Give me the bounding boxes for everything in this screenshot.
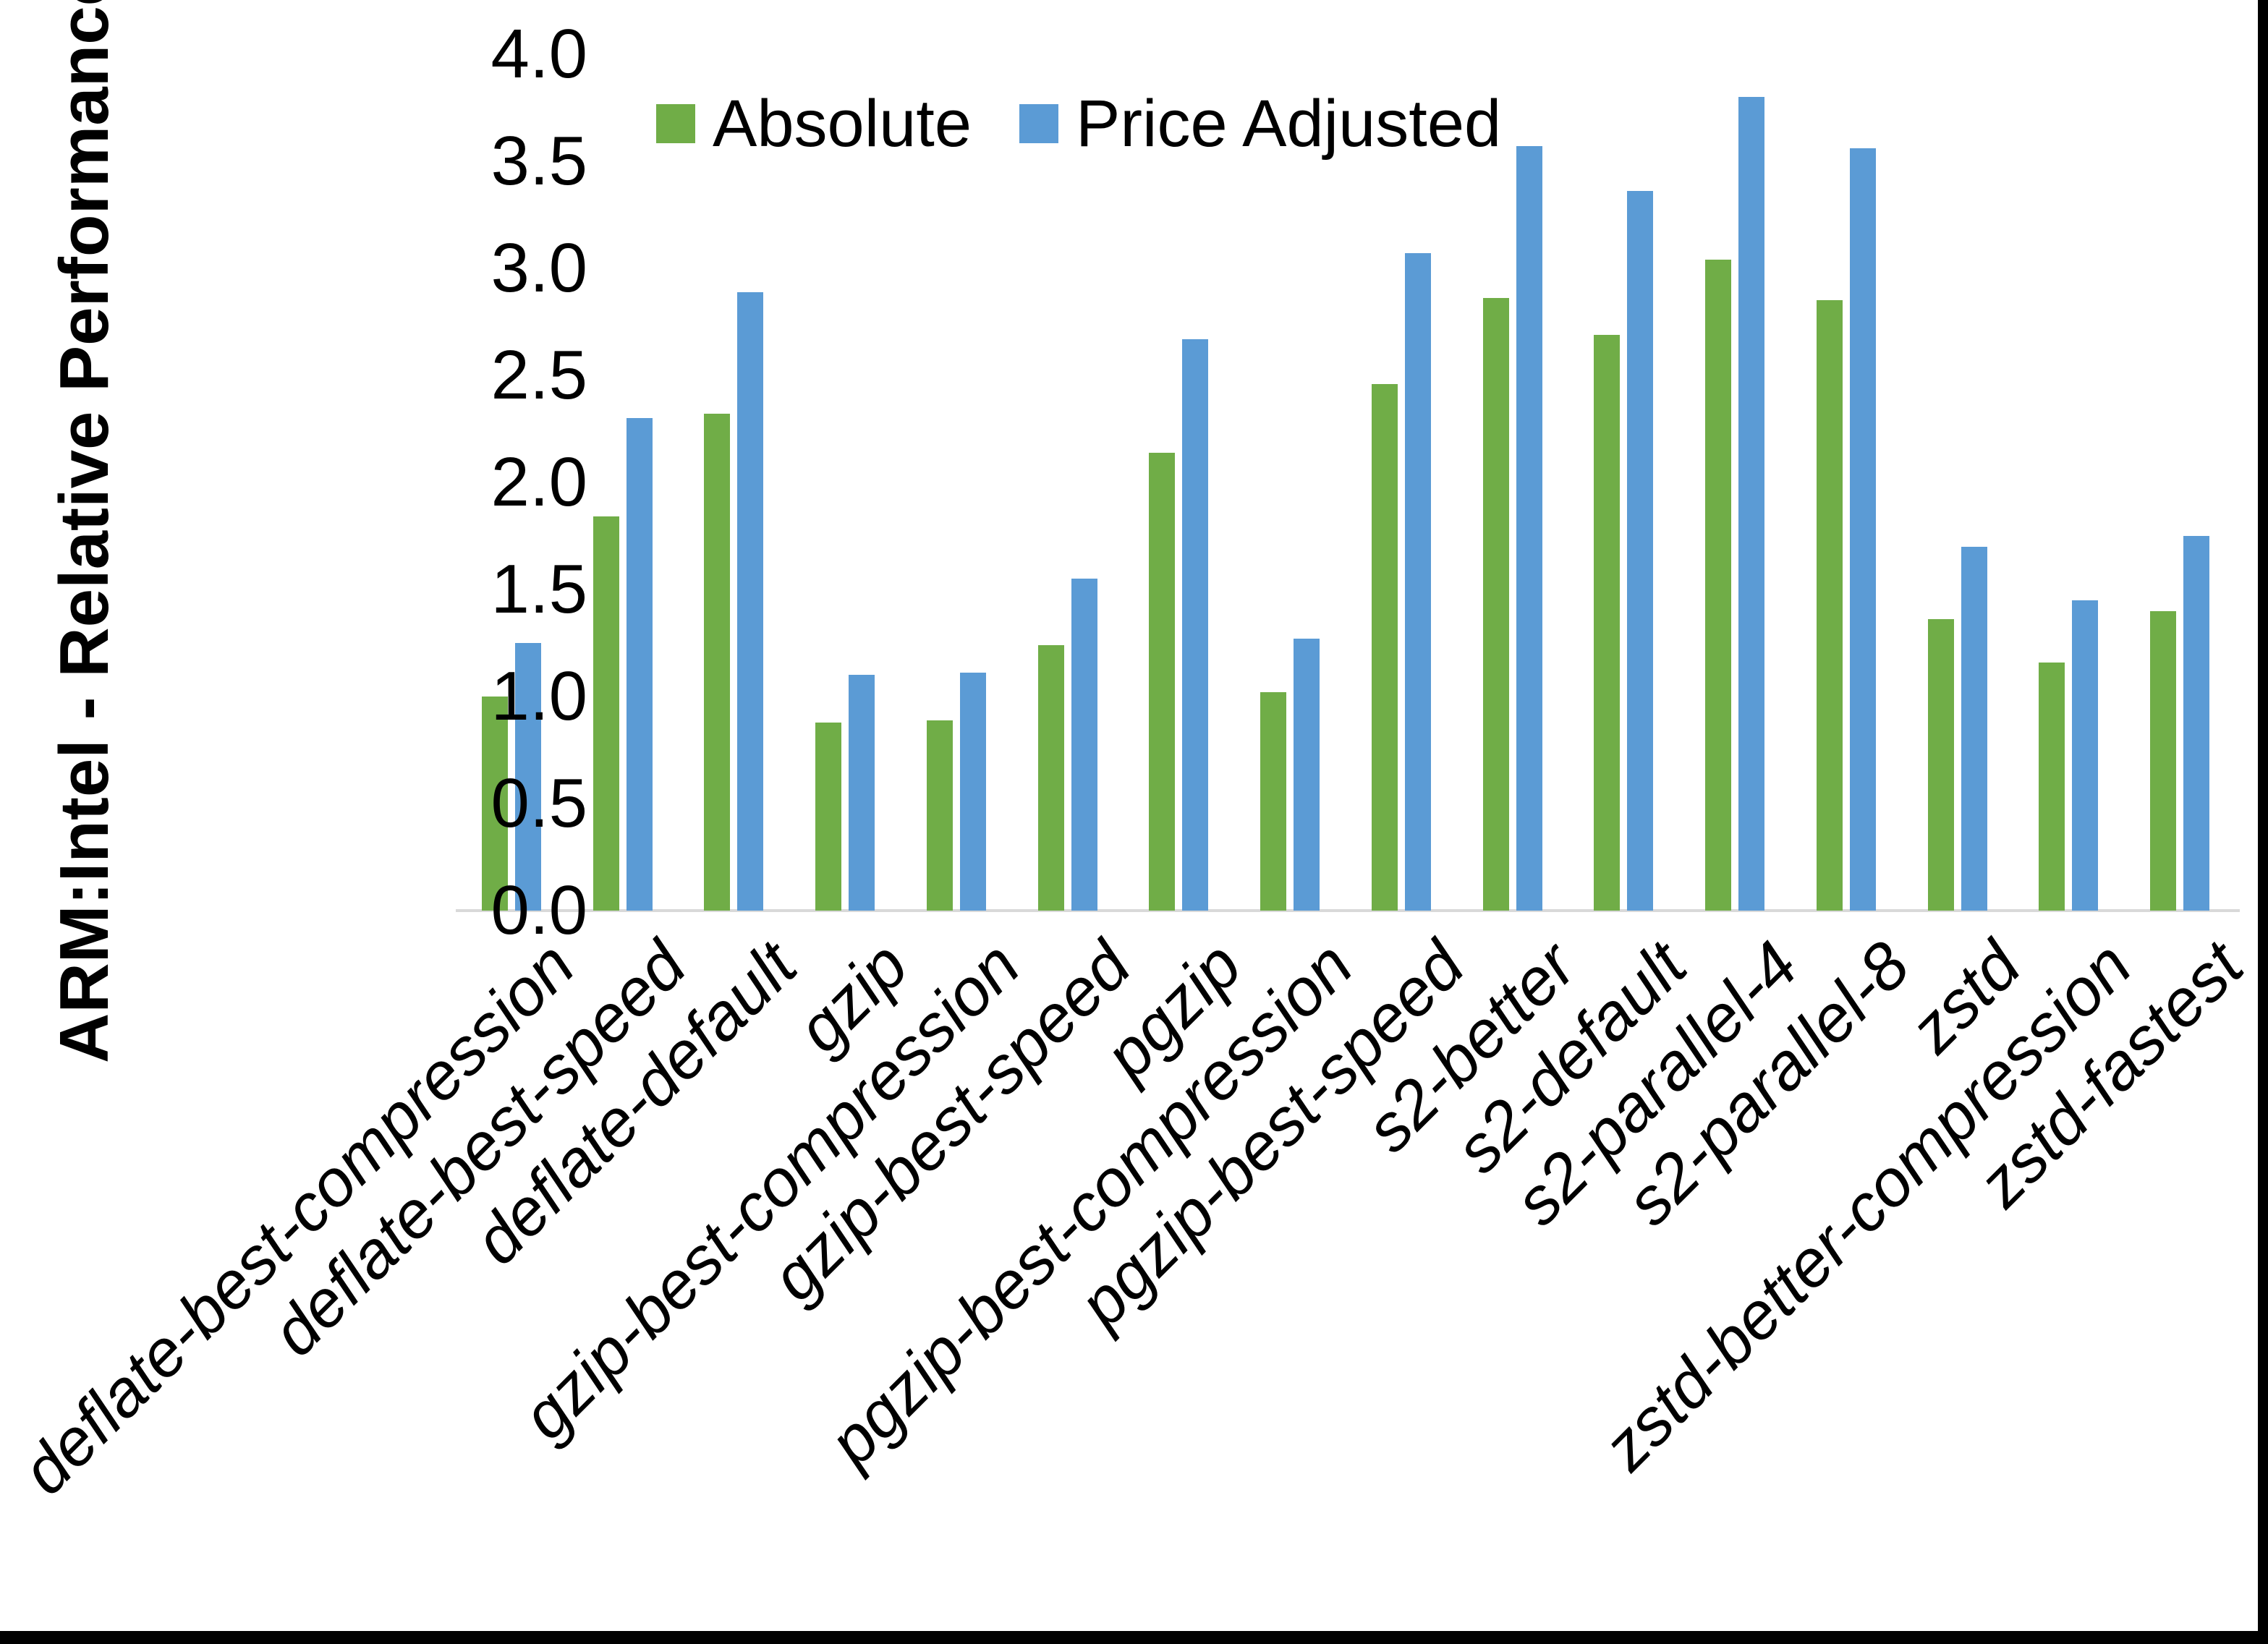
bar-price-adjusted-s2-parallel-4: [1738, 97, 1765, 911]
bar-group-deflate-default: [679, 292, 790, 911]
y-axis-title: ARM:Intel - Relative Performance: [46, 0, 123, 1063]
legend-swatch-icon: [656, 104, 695, 143]
y-axis-tick-label-2.0: 2.0: [490, 443, 587, 521]
bar-group-gzip-best-speed: [1012, 579, 1124, 911]
bar-group-zstd: [1902, 547, 2013, 911]
bar-absolute-gzip: [815, 723, 842, 911]
bar-absolute-zstd-fastest: [2150, 611, 2177, 911]
legend-swatch-icon: [1019, 104, 1059, 143]
bar-group-s2-parallel-8: [1791, 148, 1902, 911]
bar-group-deflate-best-speed: [567, 418, 679, 911]
bar-absolute-deflate-best-speed: [593, 516, 619, 911]
bar-absolute-pgzip: [1149, 453, 1176, 911]
y-axis-tick-label-4.0: 4.0: [490, 15, 587, 93]
bar-price-adjusted-gzip-best-compression: [959, 673, 986, 911]
bar-absolute-pgzip-best-compression: [1260, 692, 1287, 911]
bar-price-adjusted-pgzip: [1182, 339, 1209, 911]
bar-group-pgzip: [1124, 339, 1235, 911]
frame-border-bottom: [0, 1631, 2268, 1644]
legend: Absolute Price Adjusted: [656, 89, 1501, 158]
legend-label: Price Adjusted: [1076, 87, 1502, 161]
bar-price-adjusted-s2-default: [1627, 191, 1654, 911]
bar-price-adjusted-s2-parallel-8: [1849, 148, 1876, 911]
bar-absolute-pgzip-best-speed: [1371, 384, 1398, 911]
y-axis-tick-label-1.0: 1.0: [490, 657, 587, 735]
bar-group-s2-parallel-4: [1679, 97, 1791, 911]
bar-absolute-s2-parallel-8: [1816, 300, 1843, 911]
bar-absolute-deflate-default: [704, 414, 731, 911]
bar-price-adjusted-deflate-best-speed: [626, 418, 653, 911]
bar-group-gzip: [789, 675, 901, 911]
bar-price-adjusted-deflate-best-compression: [514, 643, 541, 911]
bar-absolute-s2-better: [1482, 298, 1509, 911]
y-axis-tick-label-1.5: 1.5: [490, 550, 587, 628]
bar-absolute-zstd: [1927, 619, 1954, 911]
bar-group-pgzip-best-compression: [1234, 639, 1346, 911]
bar-absolute-s2-parallel-4: [1705, 260, 1732, 911]
bar-price-adjusted-zstd: [1961, 547, 1987, 911]
bar-absolute-gzip-best-speed: [1037, 645, 1064, 911]
plot-area: [456, 54, 2235, 911]
x-axis-line: [456, 909, 2240, 912]
bar-group-zstd-fastest: [2124, 536, 2235, 911]
bar-group-s2-default: [1568, 191, 1680, 911]
y-axis-tick-label-0.5: 0.5: [490, 764, 587, 842]
bar-group-deflate-best-compression: [456, 643, 567, 911]
y-axis-tick-label-2.5: 2.5: [490, 336, 587, 414]
bar-group-pgzip-best-speed: [1346, 253, 1457, 911]
legend-item-price-adjusted: Price Adjusted: [1019, 89, 1501, 158]
bar-price-adjusted-gzip: [849, 675, 875, 911]
bar-price-adjusted-gzip-best-speed: [1071, 579, 1097, 911]
bar-group-s2-better: [1457, 146, 1568, 911]
bar-group-zstd-better-compression: [2013, 600, 2125, 911]
bar-absolute-s2-default: [1594, 335, 1621, 911]
bar-series-container: [456, 54, 2235, 911]
frame-border-right: [2258, 0, 2268, 1644]
legend-label: Absolute: [713, 87, 972, 161]
bar-price-adjusted-s2-better: [1516, 146, 1542, 911]
bar-absolute-gzip-best-compression: [926, 720, 953, 911]
y-axis-tick-label-3.5: 3.5: [490, 122, 587, 200]
legend-item-absolute: Absolute: [656, 89, 972, 158]
bar-price-adjusted-zstd-better-compression: [2072, 600, 2099, 911]
bar-price-adjusted-deflate-default: [737, 292, 764, 911]
bar-group-gzip-best-compression: [901, 673, 1012, 911]
bar-price-adjusted-pgzip-best-speed: [1404, 253, 1431, 911]
bar-absolute-zstd-better-compression: [2039, 663, 2065, 911]
bar-price-adjusted-zstd-fastest: [2183, 536, 2210, 911]
bar-price-adjusted-pgzip-best-compression: [1294, 639, 1320, 911]
y-axis-tick-label-3.0: 3.0: [490, 229, 587, 307]
y-axis-tick-label-0.0: 0.0: [490, 872, 587, 949]
bar-absolute-deflate-best-compression: [481, 697, 508, 911]
